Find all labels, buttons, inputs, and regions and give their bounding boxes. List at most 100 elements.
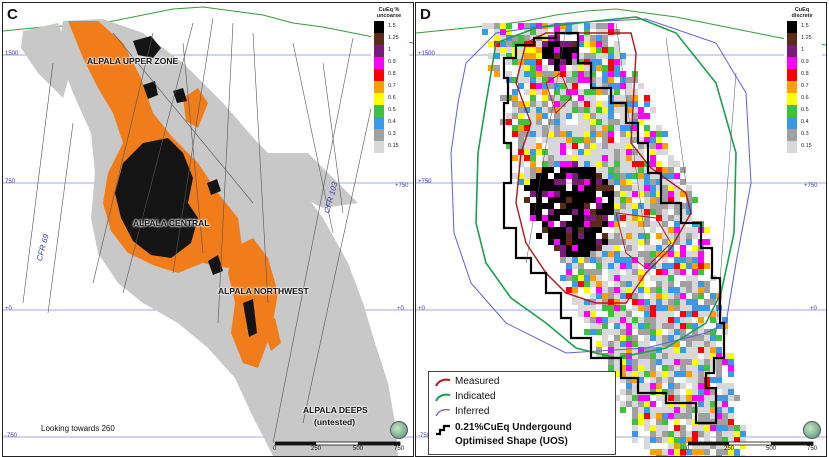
- block-cell: [644, 383, 650, 389]
- block-cell: [650, 251, 656, 257]
- block-cell: [614, 203, 620, 209]
- block-cell: [572, 203, 578, 209]
- block-cell: [674, 269, 680, 275]
- block-cell: [716, 377, 722, 383]
- block-cell: [656, 341, 662, 347]
- block-cell: [686, 233, 692, 239]
- block-cell: [728, 359, 734, 365]
- block-cell: [644, 257, 650, 263]
- block-cell: [530, 29, 536, 35]
- block-cell: [584, 269, 590, 275]
- block-cell: [578, 203, 584, 209]
- block-cell: [710, 293, 716, 299]
- block-cell: [686, 191, 692, 197]
- block-cell: [674, 413, 680, 419]
- block-cell: [680, 383, 686, 389]
- block-cell: [650, 221, 656, 227]
- block-cell: [620, 167, 626, 173]
- block-cell: [530, 143, 536, 149]
- block-cell: [596, 83, 602, 89]
- block-cell: [614, 281, 620, 287]
- block-cell: [692, 263, 698, 269]
- block-cell: [668, 455, 674, 456]
- block-cell: [650, 323, 656, 329]
- block-cell: [566, 161, 572, 167]
- block-cell: [662, 221, 668, 227]
- block-cell: [560, 275, 566, 281]
- block-cell: [614, 191, 620, 197]
- block-cell: [614, 365, 620, 371]
- block-cell: [728, 425, 734, 431]
- block-cell: [704, 287, 710, 293]
- inferred-boundary: [450, 18, 752, 354]
- block-cell: [686, 281, 692, 287]
- block-cell: [674, 293, 680, 299]
- label-alpala-northwest: ALPALA NORTHWEST: [218, 286, 309, 296]
- block-cell: [650, 293, 656, 299]
- block-cell: [512, 77, 518, 83]
- block-cell: [662, 377, 668, 383]
- block-cell: [698, 311, 704, 317]
- block-cell: [680, 251, 686, 257]
- block-cell: [644, 335, 650, 341]
- block-cell: [530, 59, 536, 65]
- block-cell: [662, 185, 668, 191]
- block-cell: [692, 245, 698, 251]
- block-cell: [644, 359, 650, 365]
- block-cell: [602, 215, 608, 221]
- block-cell: [644, 413, 650, 419]
- block-cell: [608, 179, 614, 185]
- block-cell: [554, 83, 560, 89]
- block-cell: [536, 77, 542, 83]
- block-cell: [644, 179, 650, 185]
- block-cell: [644, 197, 650, 203]
- block-cell: [620, 125, 626, 131]
- block-cell: [530, 71, 536, 77]
- block-cell: [596, 329, 602, 335]
- block-cell: [620, 137, 626, 143]
- block-cell: [716, 347, 722, 353]
- block-cell: [614, 335, 620, 341]
- block-cell: [656, 269, 662, 275]
- legend-swatch: [374, 117, 384, 129]
- block-cell: [560, 179, 566, 185]
- block-cell: [494, 35, 500, 41]
- block-cell: [596, 23, 602, 29]
- block-cell: [668, 233, 674, 239]
- block-cell: [518, 161, 524, 167]
- block-cell: [668, 437, 674, 443]
- legend-swatch: [787, 81, 797, 93]
- block-cell: [524, 47, 530, 53]
- block-cell: [692, 377, 698, 383]
- block-cell: [626, 155, 632, 161]
- legend-swatch: [787, 33, 797, 45]
- block-cell: [572, 191, 578, 197]
- legend-tick-label: 1.5: [388, 23, 396, 29]
- block-cell: [644, 407, 650, 413]
- block-cell: [656, 245, 662, 251]
- block-cell: [584, 53, 590, 59]
- block-cell: [656, 275, 662, 281]
- block-cell: [680, 299, 686, 305]
- block-cell: [596, 101, 602, 107]
- legend-swatch: [787, 21, 797, 33]
- block-cell: [698, 335, 704, 341]
- block-cell: [602, 173, 608, 179]
- block-cell: [638, 383, 644, 389]
- block-cell: [572, 161, 578, 167]
- block-cell: [554, 227, 560, 233]
- block-cell: [530, 209, 536, 215]
- block-cell: [602, 323, 608, 329]
- legend-swatch: [787, 105, 797, 117]
- block-cell: [590, 131, 596, 137]
- block-cell: [602, 281, 608, 287]
- block-cell: [590, 233, 596, 239]
- block-cell: [644, 137, 650, 143]
- block-cell: [680, 437, 686, 443]
- block-cell: [656, 305, 662, 311]
- indicated-boundary: [475, 16, 737, 359]
- block-cell: [590, 293, 596, 299]
- block-cell: [554, 233, 560, 239]
- block-cell: [728, 443, 734, 449]
- block-cell: [638, 113, 644, 119]
